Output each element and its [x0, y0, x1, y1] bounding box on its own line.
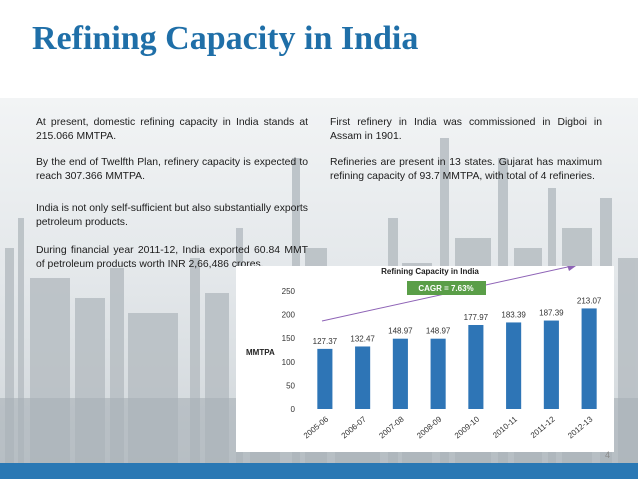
x-tick-label: 2006-07 [340, 414, 369, 440]
bar-value-label: 187.39 [539, 309, 564, 318]
page-number: 4 [604, 450, 610, 460]
x-tick-label: 2011-12 [529, 414, 557, 440]
x-tick-label: 2010-11 [491, 414, 519, 440]
chart-title: Refining Capacity in India [381, 267, 479, 276]
left-paragraph-4: During financial year 2011-12, India exp… [36, 245, 308, 270]
bar-value-label: 148.97 [388, 327, 413, 336]
cagr-badge [407, 281, 486, 295]
bar-2012-13 [581, 308, 597, 409]
x-tick-label: 2008-09 [415, 414, 444, 440]
right-paragraph-1: First refinery in India was commissioned… [330, 117, 602, 142]
bar-2010-11 [506, 322, 522, 409]
bar-chart: Refining Capacity in India 0 50 100 150 200 2… [246, 265, 602, 440]
y-tick-label: 100 [282, 358, 296, 367]
bar-2008-09 [430, 338, 446, 409]
y-tick-label: 250 [282, 287, 296, 296]
y-tick-label: 150 [282, 334, 296, 343]
left-paragraph-2: By the end of Twelfth Plan, refinery cap… [36, 157, 308, 182]
y-tick-label: 50 [286, 381, 295, 390]
bar-2007-08 [392, 338, 408, 409]
bar-value-label: 127.37 [313, 337, 338, 346]
y-tick-label: 0 [291, 405, 296, 414]
bar-value-label: 148.97 [426, 327, 451, 336]
slide-title: Refining Capacity in India [32, 20, 419, 57]
bar-value-label: 132.47 [350, 334, 375, 343]
bar-value-label: 183.39 [501, 310, 526, 319]
cagr-label: CAGR = 7.63% [418, 284, 473, 293]
footer-bar [0, 463, 638, 479]
x-tick-label: 2012-13 [566, 414, 595, 440]
y-axis-label: MMTPA [246, 348, 275, 357]
left-paragraph-1: At present, domestic refining capacity i… [36, 117, 308, 142]
bar-2009-10 [468, 324, 484, 409]
right-paragraph-2: Refineries are present in 13 states. Guj… [330, 157, 602, 182]
y-tick-label: 200 [282, 311, 296, 320]
cagr-trend-arrowhead [567, 265, 576, 271]
bar-2006-07 [355, 346, 371, 409]
bar-value-label: 177.97 [464, 313, 489, 322]
x-tick-label: 2007-08 [377, 414, 406, 440]
left-paragraph-3: India is not only self-sufficient but al… [36, 203, 308, 228]
bar-2011-12 [543, 320, 559, 409]
chart-panel: Refining Capacity in India 0 50 100 150 200 2… [236, 265, 614, 452]
x-tick-label: 2009-10 [453, 414, 482, 440]
bar-value-label: 213.07 [577, 296, 602, 305]
bar-2005-06 [317, 348, 333, 409]
x-tick-label: 2005-06 [302, 414, 331, 440]
